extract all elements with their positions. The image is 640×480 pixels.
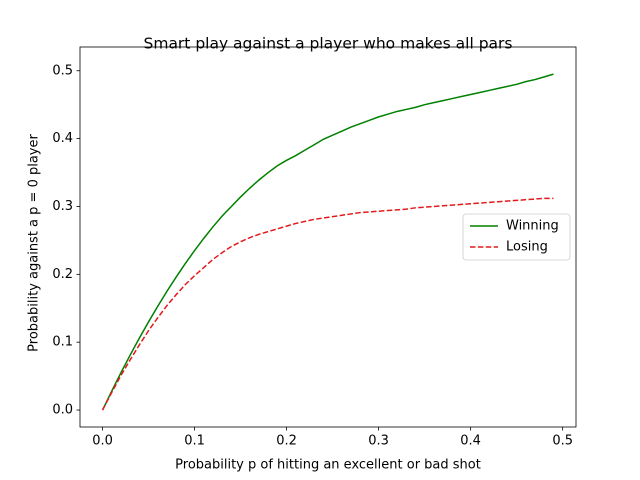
x-tick-label: 0.1 <box>184 434 205 449</box>
series-line <box>101 73 554 411</box>
x-axis-label: Probability p of hitting an excellent or… <box>175 458 481 473</box>
legend-label: Winning <box>506 219 559 234</box>
y-axis-label: Probability against a p = 0 player <box>27 134 42 352</box>
x-tick-label: 0.2 <box>276 434 297 449</box>
x-tick-label: 0.5 <box>552 434 573 449</box>
legend-label: Losing <box>506 240 548 255</box>
y-tick-label: 0.5 <box>52 63 73 78</box>
series-line <box>101 197 554 411</box>
x-tick-label: 0.3 <box>368 434 389 449</box>
y-tick-label: 0.2 <box>52 267 73 282</box>
y-tick-label: 0.4 <box>52 131 73 146</box>
x-tick-label: 0.4 <box>460 434 481 449</box>
plot-frame <box>79 46 577 428</box>
y-tick-label: 0.1 <box>52 335 73 350</box>
x-tick-label: 0.0 <box>92 434 113 449</box>
y-tick-label: 0.0 <box>52 403 73 418</box>
chart-title: Smart play against a player who makes al… <box>144 35 513 53</box>
y-tick-label: 0.3 <box>52 199 73 214</box>
